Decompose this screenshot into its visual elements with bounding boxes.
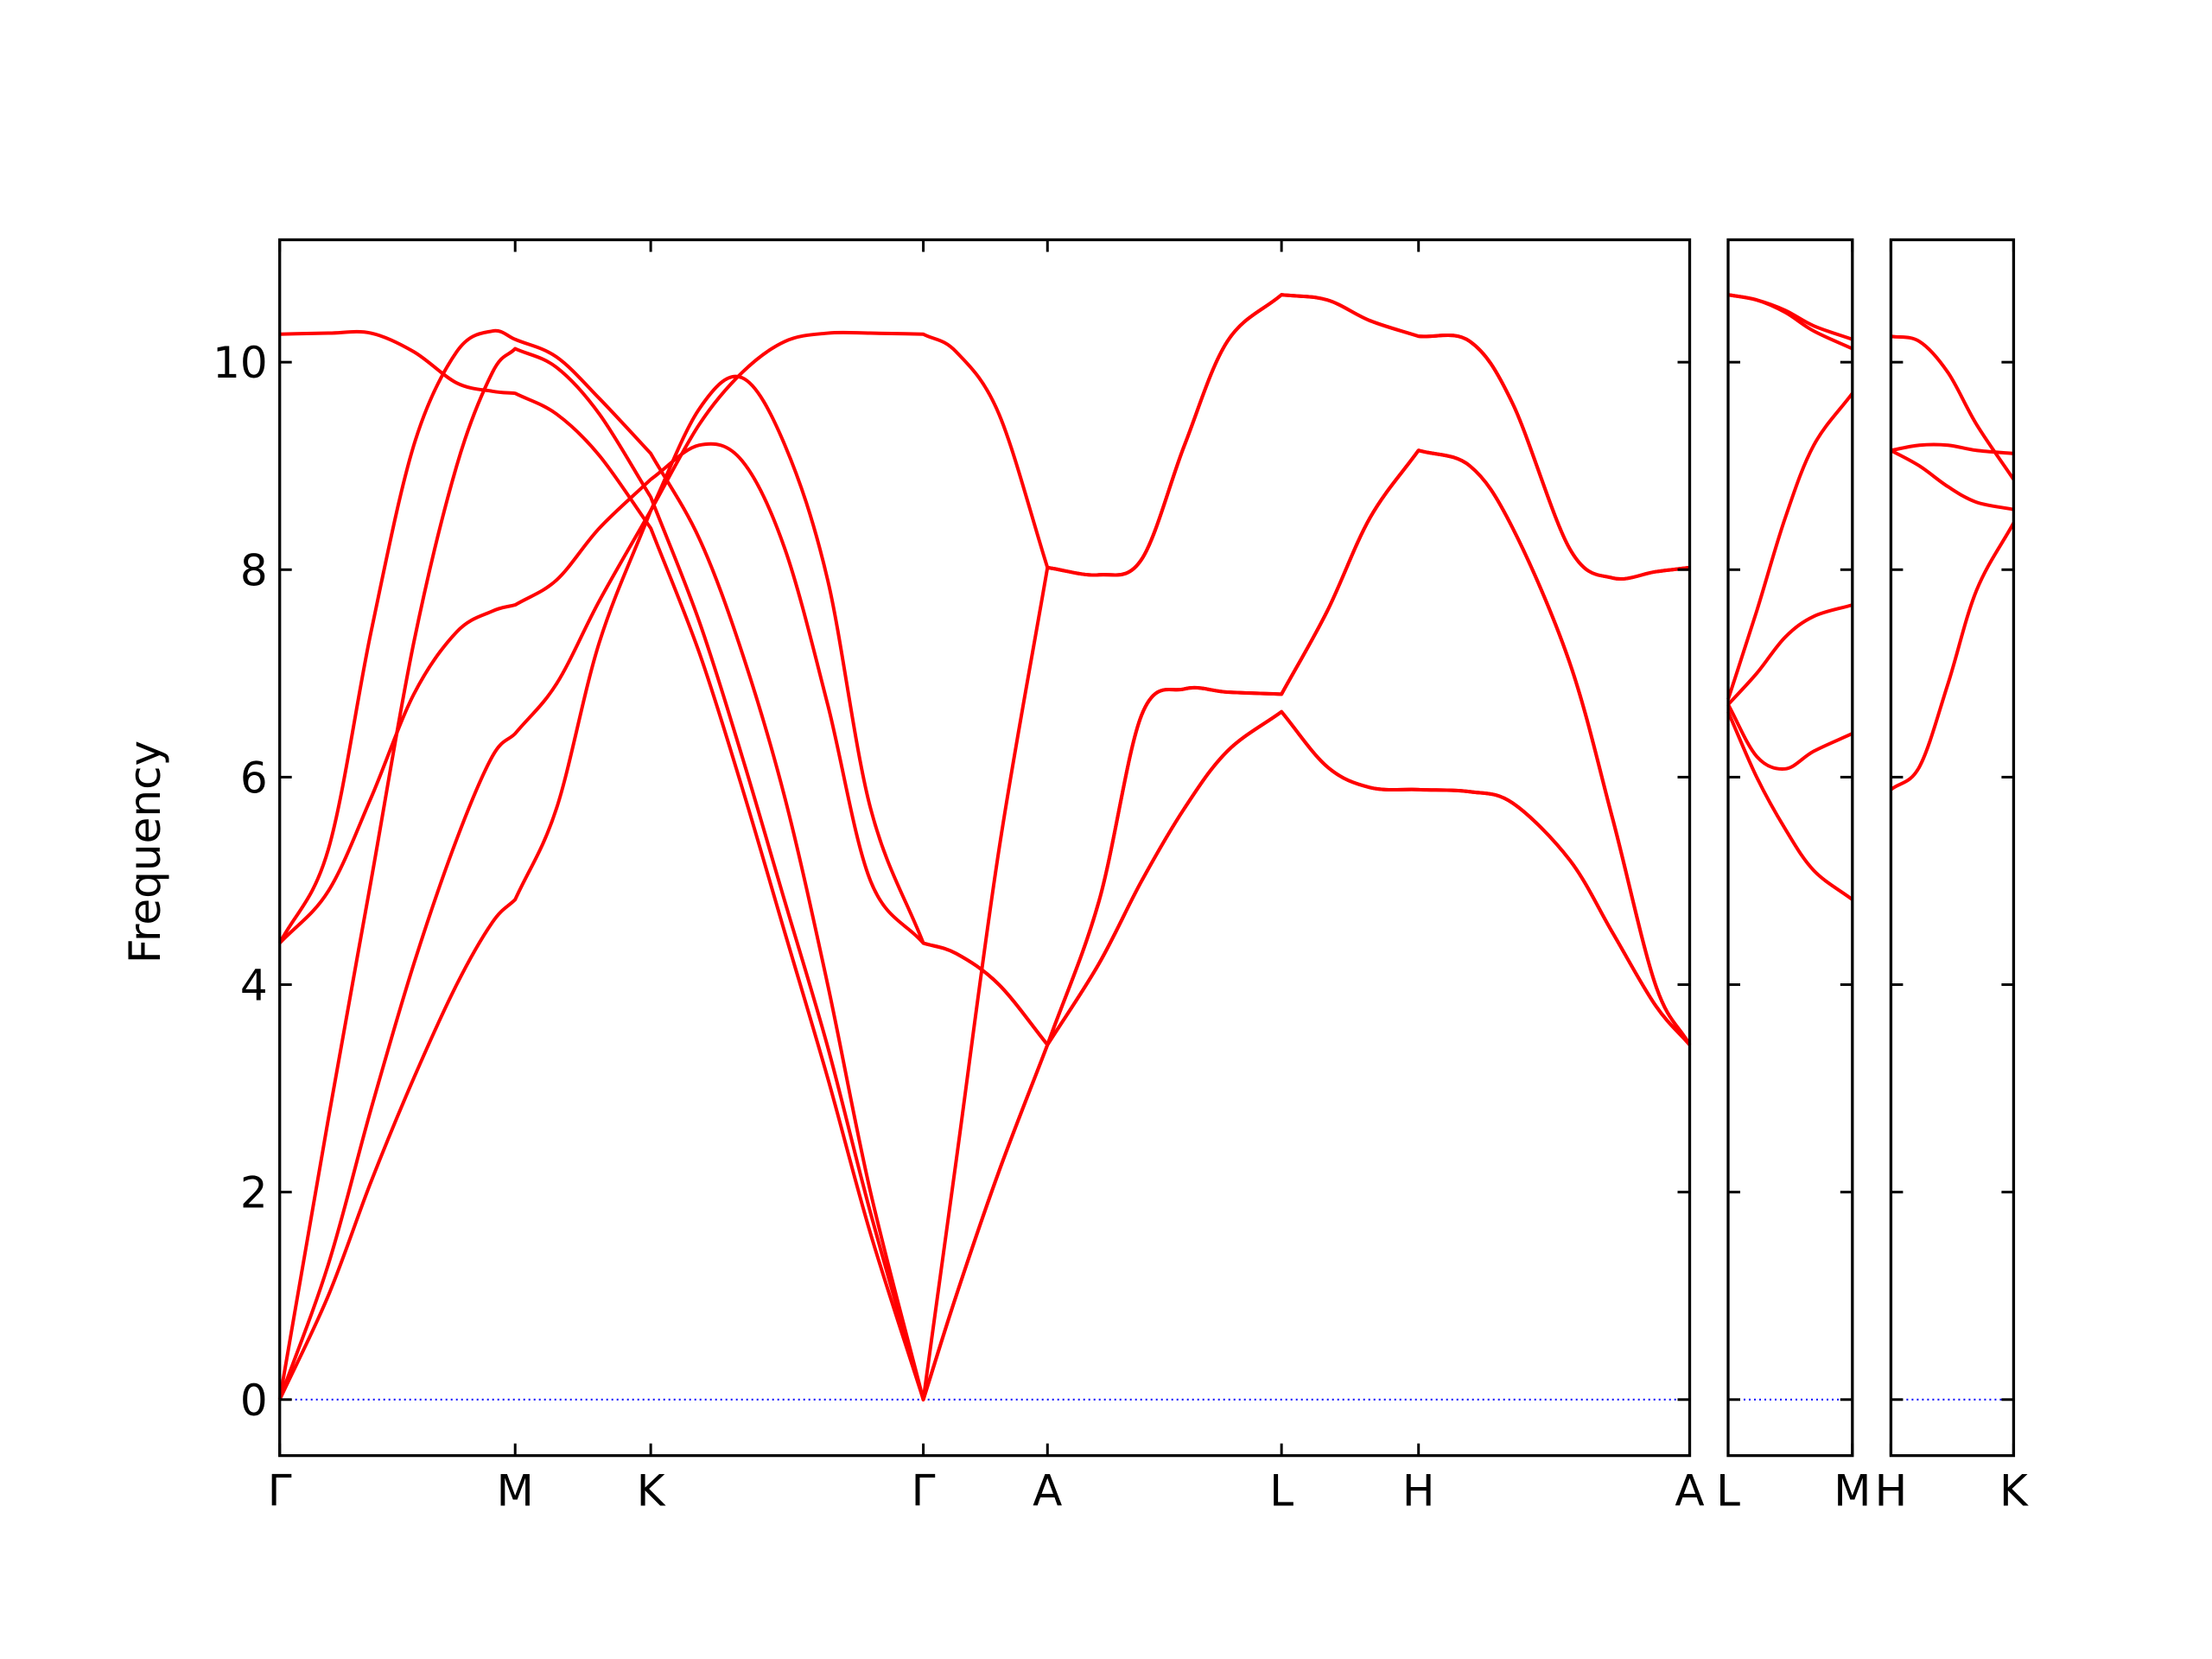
- x-tick-label: K: [1999, 1466, 2029, 1516]
- y-tick-label: 8: [240, 545, 268, 595]
- y-tick-label: 2: [240, 1168, 268, 1218]
- x-tick-label: K: [637, 1466, 666, 1516]
- x-tick-label: H: [1875, 1466, 1908, 1516]
- y-tick-label: 0: [240, 1376, 268, 1426]
- x-tick-label: Γ: [268, 1466, 292, 1516]
- x-tick-label: A: [1675, 1466, 1704, 1516]
- x-tick-label: M: [1834, 1466, 1871, 1516]
- band-line: [1891, 334, 2016, 480]
- band-line: [1726, 603, 1853, 706]
- x-tick-label: M: [497, 1466, 534, 1516]
- x-tick-label: L: [1716, 1466, 1740, 1516]
- plot-frame: [1726, 238, 1854, 1458]
- y-tick-label: 4: [240, 961, 268, 1011]
- x-tick-label: L: [1269, 1466, 1294, 1516]
- x-tick-label: A: [1033, 1466, 1062, 1516]
- band-line: [1727, 293, 1853, 351]
- band-line: [1891, 442, 2014, 455]
- band-line: [277, 293, 1690, 1402]
- x-tick-label: H: [1402, 1466, 1435, 1516]
- band-line: [277, 346, 1692, 1402]
- band-line: [1890, 448, 2014, 512]
- band-line: [1726, 391, 1854, 700]
- x-tick-label: Γ: [912, 1466, 936, 1516]
- y-tick-label: 6: [240, 753, 268, 803]
- band-line: [1890, 522, 2016, 791]
- plot-frame: [1889, 238, 2016, 1458]
- plot-frame: [278, 238, 1692, 1458]
- band-line: [1726, 703, 1853, 771]
- y-tick-label: 10: [213, 338, 268, 388]
- band-line: [1726, 710, 1854, 901]
- band-line: [278, 442, 1692, 1047]
- y-axis-label: Frequency: [120, 741, 170, 963]
